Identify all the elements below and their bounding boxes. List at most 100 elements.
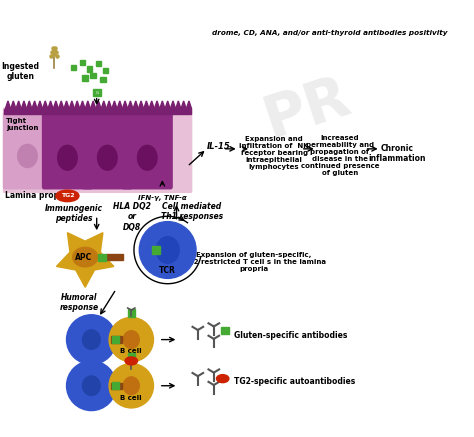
Polygon shape: [149, 101, 155, 109]
Bar: [96, 61, 101, 66]
Polygon shape: [64, 101, 69, 109]
Ellipse shape: [156, 237, 179, 264]
Ellipse shape: [137, 146, 157, 170]
Bar: [100, 77, 106, 82]
Text: TG2-specific autoantibodies: TG2-specific autoantibodies: [234, 377, 356, 386]
Polygon shape: [5, 101, 10, 109]
Bar: [128, 353, 135, 360]
Bar: [111, 336, 122, 343]
Text: Ingested
gluten: Ingested gluten: [1, 62, 39, 81]
Circle shape: [139, 222, 196, 278]
Bar: [106, 254, 123, 260]
FancyBboxPatch shape: [82, 112, 132, 189]
Bar: [87, 66, 92, 72]
Polygon shape: [37, 101, 43, 109]
Bar: [71, 65, 76, 70]
Text: G: G: [95, 90, 99, 94]
Bar: [103, 68, 108, 73]
Polygon shape: [10, 101, 16, 109]
Polygon shape: [43, 101, 48, 109]
Polygon shape: [21, 101, 27, 109]
Bar: [111, 383, 122, 389]
Polygon shape: [107, 101, 112, 109]
Polygon shape: [69, 101, 74, 109]
Polygon shape: [122, 101, 128, 109]
Polygon shape: [170, 101, 176, 109]
Text: Expansion of gluten-specific,
DQ2 restricted T cell s in the lamina
propria: Expansion of gluten-specific, DQ2 restri…: [182, 252, 326, 272]
Bar: [112, 336, 119, 343]
Text: Humoral
response: Humoral response: [59, 293, 99, 312]
Polygon shape: [181, 101, 186, 109]
FancyBboxPatch shape: [3, 108, 191, 192]
Polygon shape: [133, 101, 138, 109]
Text: Tight
junction: Tight junction: [6, 118, 38, 131]
Text: TCR: TCR: [159, 266, 176, 275]
Polygon shape: [165, 101, 170, 109]
Polygon shape: [80, 101, 85, 109]
Bar: [93, 90, 101, 96]
Polygon shape: [186, 101, 191, 109]
Text: Immunogenic
peptides: Immunogenic peptides: [45, 204, 103, 223]
Ellipse shape: [58, 146, 77, 170]
Ellipse shape: [82, 330, 100, 349]
Text: PR: PR: [256, 68, 357, 149]
Circle shape: [109, 317, 154, 362]
Bar: [4, 109, 191, 114]
Polygon shape: [138, 101, 144, 109]
Polygon shape: [56, 232, 114, 287]
Polygon shape: [59, 101, 64, 109]
Ellipse shape: [125, 357, 137, 365]
Text: Gluten-specific antibodies: Gluten-specific antibodies: [234, 331, 347, 340]
Circle shape: [66, 361, 116, 411]
Bar: [128, 309, 135, 316]
Text: B cell: B cell: [120, 395, 142, 401]
Text: Chronic
inflammation: Chronic inflammation: [369, 143, 426, 163]
FancyBboxPatch shape: [43, 112, 92, 189]
Text: TG2: TG2: [61, 194, 74, 198]
Polygon shape: [117, 101, 122, 109]
Text: Lamina propria: Lamina propria: [5, 191, 71, 200]
Polygon shape: [176, 101, 181, 109]
Polygon shape: [32, 101, 37, 109]
Polygon shape: [53, 101, 59, 109]
Polygon shape: [112, 101, 117, 109]
Polygon shape: [96, 101, 101, 109]
Polygon shape: [85, 101, 91, 109]
Polygon shape: [128, 101, 133, 109]
Text: APC: APC: [75, 253, 92, 262]
Bar: [82, 75, 88, 80]
Polygon shape: [101, 101, 107, 109]
Ellipse shape: [56, 190, 79, 201]
Polygon shape: [155, 101, 160, 109]
Polygon shape: [91, 101, 96, 109]
Ellipse shape: [82, 376, 100, 395]
Text: IFN-γ, TNF-α: IFN-γ, TNF-α: [138, 195, 187, 201]
Polygon shape: [74, 101, 80, 109]
Circle shape: [66, 315, 116, 364]
Polygon shape: [27, 101, 32, 109]
Polygon shape: [144, 101, 149, 109]
Text: IL-15: IL-15: [207, 142, 230, 151]
Text: B cell: B cell: [120, 348, 142, 354]
Ellipse shape: [217, 375, 229, 383]
Bar: [112, 382, 119, 389]
Bar: [80, 60, 85, 66]
Text: HLA DQ2
or
DQ8: HLA DQ2 or DQ8: [113, 202, 151, 232]
Polygon shape: [160, 101, 165, 109]
Ellipse shape: [18, 144, 37, 167]
FancyBboxPatch shape: [3, 112, 52, 189]
Bar: [98, 253, 106, 260]
Text: Increased
permeability and
propagation of
disease in the
continued presence
of g: Increased permeability and propagation o…: [301, 135, 379, 176]
Text: drome, CD, ANA, and/or anti-thyroid antibodies positivity: drome, CD, ANA, and/or anti-thyroid anti…: [212, 30, 447, 36]
Bar: [221, 327, 229, 334]
Ellipse shape: [73, 247, 98, 267]
Ellipse shape: [98, 146, 117, 170]
Bar: [91, 73, 96, 78]
Polygon shape: [16, 101, 21, 109]
Ellipse shape: [123, 331, 139, 348]
Polygon shape: [48, 101, 53, 109]
Text: Expansion and
infiltration of  NK
receptor bearing
intraepithelial
lymphocytes: Expansion and infiltration of NK recepto…: [239, 136, 309, 170]
FancyBboxPatch shape: [122, 112, 172, 189]
Bar: [152, 246, 160, 253]
Text: Cell mediated
Th1 responses: Cell mediated Th1 responses: [161, 202, 223, 222]
